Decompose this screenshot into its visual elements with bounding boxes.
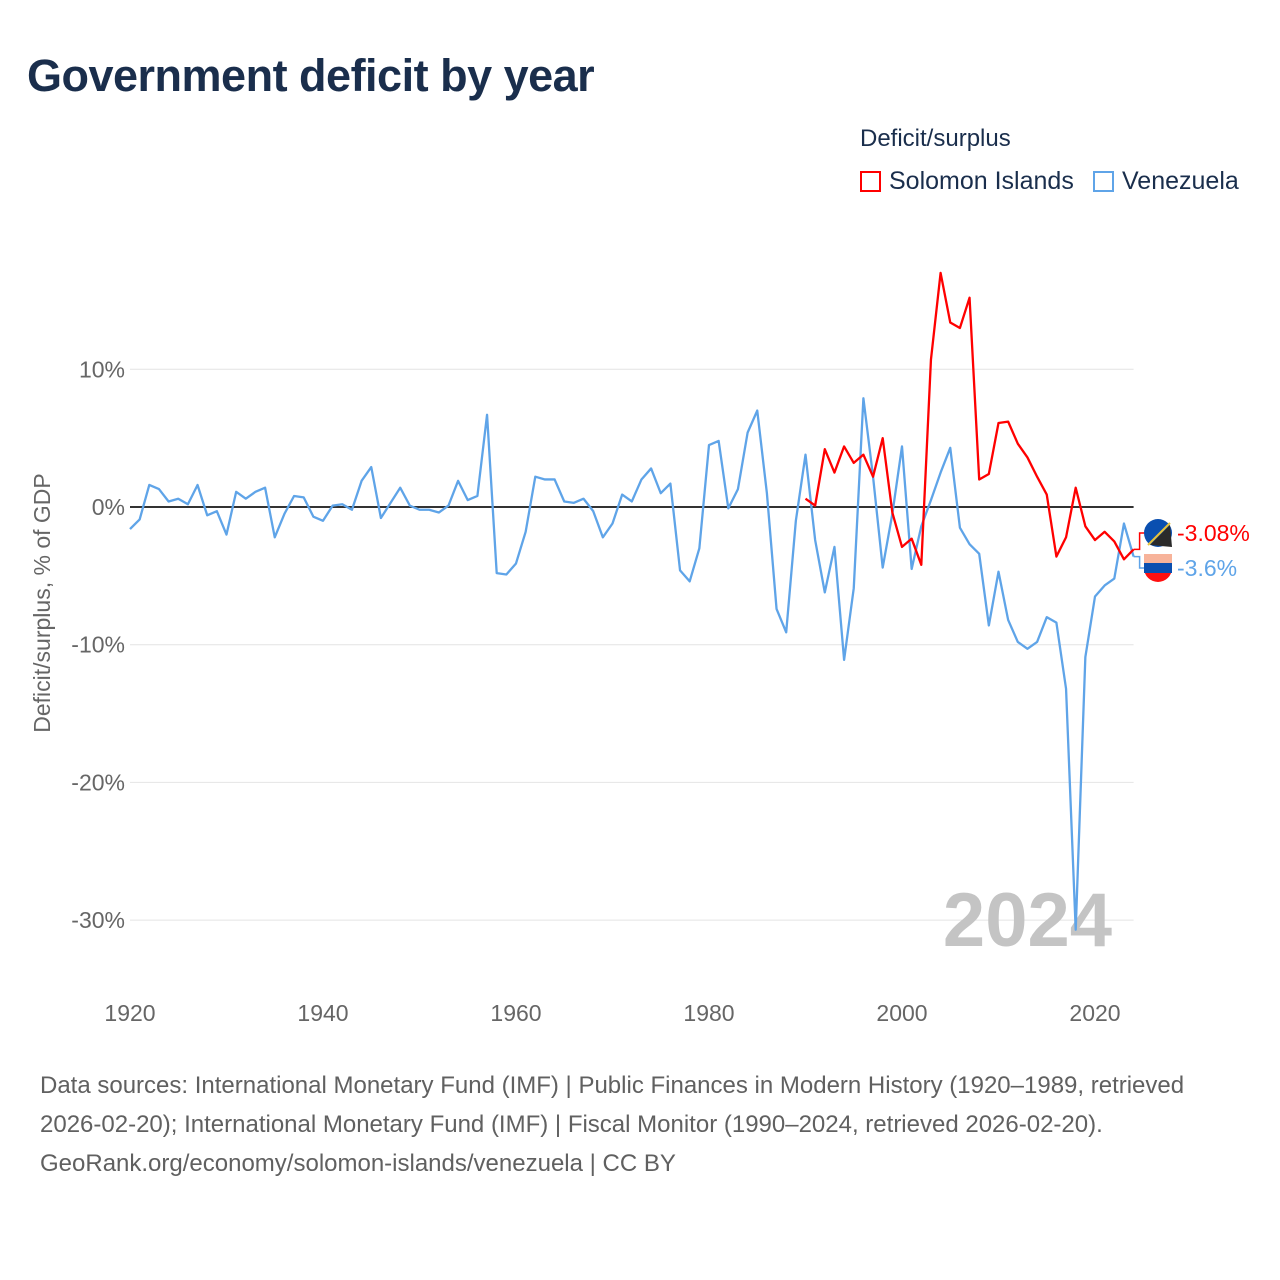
legend-title: Deficit/surplus [860, 125, 1011, 152]
y-tick-label: 10% [79, 356, 125, 382]
flag-stripe [1150, 525, 1172, 547]
y-axis-label: Deficit/surplus, % of GDP [29, 473, 55, 732]
chart-title: Government deficit by year [27, 50, 595, 101]
footer: Data sources: International Monetary Fun… [40, 1066, 1240, 1183]
x-tick-label: 1940 [297, 1000, 348, 1026]
y-tick-label: -20% [71, 769, 125, 795]
end-value-label: -3.08% [1177, 520, 1250, 546]
year-watermark: 2024 [943, 878, 1112, 963]
leader-line [1133, 555, 1146, 569]
flag-band [1147, 522, 1171, 546]
solomon-islands-flag-icon [1144, 519, 1172, 547]
legend-item-venezuela[interactable]: Venezuela [1093, 167, 1239, 196]
series-line-venezuela [129, 397, 1135, 931]
legend-label: Venezuela [1122, 167, 1239, 195]
data-sources: Data sources: International Monetary Fun… [40, 1072, 1185, 1138]
credit-link[interactable]: GeoRank.org/economy/solomon-islands/vene… [40, 1150, 676, 1177]
flag-middle [1144, 563, 1172, 573]
legend-item-solomon-islands[interactable]: Solomon Islands [860, 167, 1074, 196]
flag-top [1144, 554, 1172, 564]
leader-line [1133, 532, 1146, 551]
venezuela-flag-icon [1144, 554, 1172, 582]
x-tick-label: 1920 [104, 1000, 155, 1026]
legend-label: Solomon Islands [889, 167, 1074, 195]
x-tick-label: 2000 [876, 1000, 927, 1026]
series-line-solomon-islands [804, 271, 1135, 566]
end-value-label: -3.6% [1177, 555, 1237, 581]
y-tick-label: -10% [71, 632, 125, 658]
y-tick-label: -30% [71, 907, 125, 933]
x-tick-label: 1980 [683, 1000, 734, 1026]
line-chart: 10% 0% -10% -20% -30% 1920 1940 1960 1980 2000 202… [29, 271, 1250, 1026]
legend-swatch [860, 171, 881, 192]
y-tick-label: 0% [92, 494, 125, 520]
x-tick-label: 2020 [1069, 1000, 1120, 1026]
x-tick-label: 1960 [490, 1000, 541, 1026]
legend-swatch [1093, 171, 1114, 192]
